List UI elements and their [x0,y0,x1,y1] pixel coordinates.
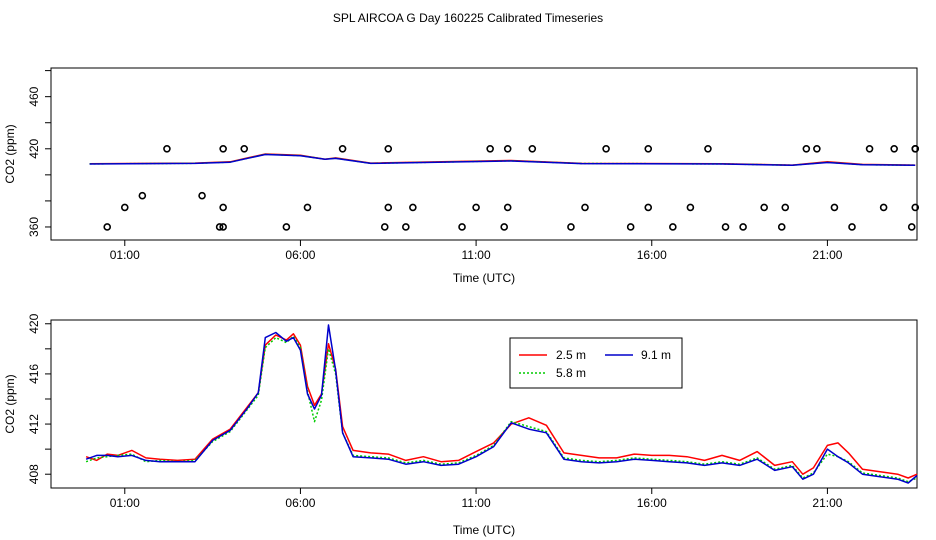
flag-point [911,144,920,153]
flag-point [848,223,856,231]
flag-point [802,144,811,153]
top-x-axis-label: Time (UTC) [453,271,515,285]
flag-point [103,223,112,231]
x-tick-label: 21:00 [812,248,842,262]
flag-point [503,144,512,153]
top-plot-frame [50,67,918,241]
flag-point [472,203,480,212]
bottom-y-axis: 408 412 416 420 [27,313,51,484]
flag-point [486,144,494,153]
legend-box [509,337,683,389]
bottom-panel: 01:00 06:00 11:00 16:00 21:00 408 412 416 420 T… [3,313,918,537]
legend-label-2-5m: 2.5 m [556,348,586,362]
flag-point [739,223,747,231]
flag-point [686,203,695,212]
flag-point [500,223,509,231]
x-tick-label: 11:00 [462,248,491,262]
series-line-5-8-m [89,153,916,166]
flag-point [219,223,227,231]
series-line-9-1-m [89,153,916,167]
x-tick-label: 06:00 [285,248,315,262]
flag-point [644,144,653,153]
x-tick-label: 16:00 [637,248,667,262]
y-tick-label: 412 [27,414,41,434]
top-y-axis: 360 420 460 [27,70,51,237]
x-tick-label: 01:00 [110,496,140,510]
flag-point [409,203,417,212]
flag-point [626,223,635,231]
flag-point [528,144,537,153]
bottom-y-axis-label: CO2 (ppm) [3,374,17,433]
flag-point [911,203,920,212]
flag-point [865,144,874,153]
flag-point [303,203,312,212]
flag-point [384,203,393,212]
bottom-data-layer [85,324,918,484]
bottom-x-axis: 01:00 06:00 11:00 16:00 21:00 [110,488,843,510]
flag-point [402,223,410,231]
flag-point [879,203,888,212]
flag-point [198,191,206,200]
series-line-9-1-m [85,324,918,484]
flag-point [219,203,227,212]
flag-point [669,223,677,231]
flag-point [777,223,786,231]
x-tick-label: 16:00 [637,496,667,510]
flag-point [138,191,147,200]
series-line-5-8-m [85,335,918,483]
x-tick-label: 21:00 [812,496,842,510]
flag-point [215,223,224,231]
flag-point [890,144,898,153]
flag-point [781,203,790,212]
flag-point [644,203,653,212]
flag-point [338,144,347,153]
flag-point [120,203,129,212]
series-line-2-5-m [85,333,918,479]
y-tick-label: 416 [27,364,41,384]
flag-point [384,144,393,153]
figure-title: SPL AIRCOA G Day 160225 Calibrated Times… [333,11,603,25]
flag-point [704,144,712,153]
flag-point [380,223,389,231]
flag-point [219,144,227,153]
flag-point [282,223,291,231]
flag-point [830,203,839,212]
bottom-x-axis-label: Time (UTC) [453,523,515,537]
flag-point [907,223,916,231]
legend: 2.5 m 9.1 m 5.8 m [509,337,683,389]
flag-point [602,144,610,153]
top-y-axis-label: CO2 (ppm) [3,124,17,183]
y-tick-label: 360 [27,217,41,237]
flag-point [581,203,589,212]
x-tick-label: 11:00 [462,496,491,510]
legend-label-9-1m: 9.1 m [641,348,671,362]
flag-point [721,223,730,231]
flag-point [567,223,575,231]
flag-point [813,144,821,153]
bottom-plot-frame [50,319,918,489]
flag-point [240,144,249,153]
y-tick-label: 420 [27,138,41,158]
top-panel: 01:00 06:00 11:00 16:00 21:00 360 420 460 Time… [3,67,920,285]
flag-point [760,203,768,212]
flag-point [503,203,512,212]
x-tick-label: 01:00 [110,248,140,262]
flag-point [458,223,466,231]
flag-point [163,144,171,153]
legend-label-5-8m: 5.8 m [556,366,586,380]
top-data-layer [89,144,920,231]
y-tick-label: 408 [27,464,41,484]
top-x-axis: 01:00 06:00 11:00 16:00 21:00 [110,240,843,262]
y-tick-label: 420 [27,313,41,333]
x-tick-label: 06:00 [285,496,315,510]
y-tick-label: 460 [27,86,41,106]
